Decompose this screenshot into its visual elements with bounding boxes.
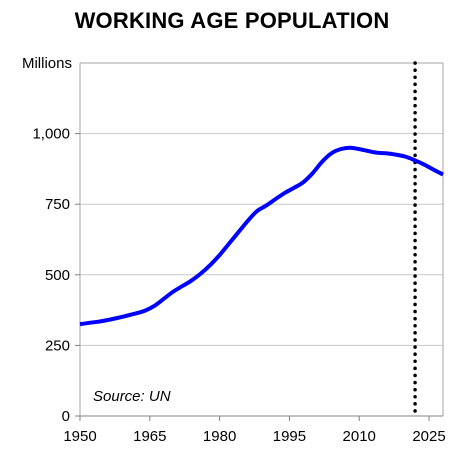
y-tick-label: 1,000 [32, 126, 70, 143]
y-axis-label: Millions [22, 55, 72, 72]
x-tick-label: 1995 [273, 428, 306, 445]
chart-title: WORKING AGE POPULATION [74, 8, 390, 33]
y-tick-label: 500 [45, 267, 70, 284]
x-tick-label: 2025 [412, 428, 445, 445]
x-tick-label: 1980 [203, 428, 236, 445]
x-tick-label: 2010 [343, 428, 376, 445]
source-annotation: Source: UN [93, 388, 171, 405]
y-tick-label: 750 [45, 196, 70, 213]
x-tick-label: 1950 [63, 428, 96, 445]
x-tick-label: 1965 [133, 428, 166, 445]
series-line [79, 145, 444, 327]
y-tick-label: 250 [45, 337, 70, 354]
y-tick-label: 0 [62, 408, 70, 425]
